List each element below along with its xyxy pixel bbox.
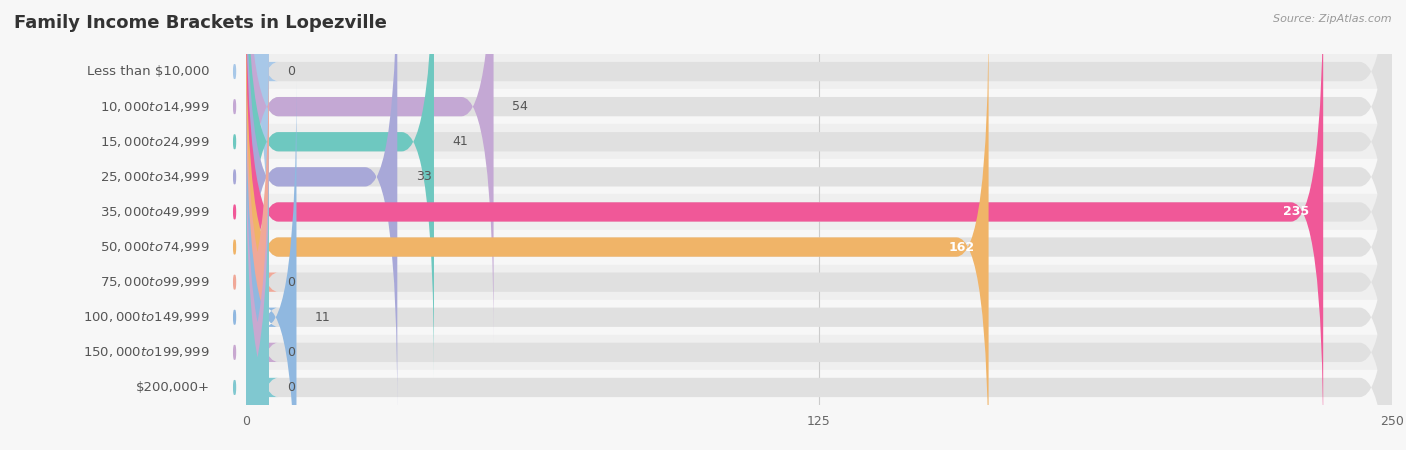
FancyBboxPatch shape (246, 116, 1392, 450)
Text: 33: 33 (416, 171, 432, 183)
FancyBboxPatch shape (246, 151, 1392, 450)
Bar (246, 89, 1392, 124)
FancyBboxPatch shape (246, 0, 398, 413)
Text: $150,000 to $199,999: $150,000 to $199,999 (83, 345, 209, 360)
FancyBboxPatch shape (246, 0, 1392, 308)
Bar (246, 124, 1392, 159)
Text: Family Income Brackets in Lopezville: Family Income Brackets in Lopezville (14, 14, 387, 32)
Text: 0: 0 (287, 65, 295, 78)
Text: $35,000 to $49,999: $35,000 to $49,999 (100, 205, 209, 219)
Text: $15,000 to $24,999: $15,000 to $24,999 (100, 135, 209, 149)
Circle shape (233, 64, 236, 79)
FancyBboxPatch shape (246, 0, 1392, 448)
FancyBboxPatch shape (246, 0, 1323, 448)
FancyBboxPatch shape (246, 0, 1392, 413)
Bar (246, 159, 1392, 194)
FancyBboxPatch shape (246, 0, 1392, 378)
Circle shape (233, 345, 236, 360)
Circle shape (233, 380, 236, 395)
Text: 235: 235 (1284, 206, 1309, 218)
Bar (246, 230, 1392, 265)
Text: $100,000 to $149,999: $100,000 to $149,999 (83, 310, 209, 324)
Circle shape (233, 310, 236, 324)
Text: $200,000+: $200,000+ (135, 381, 209, 394)
Circle shape (233, 99, 236, 114)
FancyBboxPatch shape (246, 81, 1392, 450)
Text: $50,000 to $74,999: $50,000 to $74,999 (100, 240, 209, 254)
FancyBboxPatch shape (246, 11, 988, 450)
Text: Source: ZipAtlas.com: Source: ZipAtlas.com (1274, 14, 1392, 23)
Circle shape (233, 170, 236, 184)
FancyBboxPatch shape (236, 0, 278, 308)
FancyBboxPatch shape (236, 46, 278, 450)
Bar (246, 300, 1392, 335)
Bar (246, 265, 1392, 300)
FancyBboxPatch shape (246, 46, 1392, 450)
Text: Less than $10,000: Less than $10,000 (87, 65, 209, 78)
Text: 11: 11 (315, 311, 330, 324)
Circle shape (233, 240, 236, 254)
Text: 0: 0 (287, 346, 295, 359)
Circle shape (233, 205, 236, 219)
Circle shape (233, 135, 236, 149)
Text: $25,000 to $34,999: $25,000 to $34,999 (100, 170, 209, 184)
FancyBboxPatch shape (246, 0, 434, 378)
FancyBboxPatch shape (236, 151, 278, 450)
Text: 41: 41 (453, 135, 468, 148)
FancyBboxPatch shape (246, 0, 494, 343)
Bar (246, 335, 1392, 370)
FancyBboxPatch shape (246, 11, 1392, 450)
Text: $75,000 to $99,999: $75,000 to $99,999 (100, 275, 209, 289)
Text: 162: 162 (949, 241, 974, 253)
Text: 0: 0 (287, 276, 295, 288)
FancyBboxPatch shape (236, 116, 278, 450)
Text: $10,000 to $14,999: $10,000 to $14,999 (100, 99, 209, 114)
Circle shape (233, 275, 236, 289)
FancyBboxPatch shape (246, 81, 297, 450)
Bar (246, 370, 1392, 405)
Text: 54: 54 (512, 100, 527, 113)
Bar (246, 54, 1392, 89)
FancyBboxPatch shape (246, 0, 1392, 343)
Text: 0: 0 (287, 381, 295, 394)
Bar (246, 194, 1392, 230)
